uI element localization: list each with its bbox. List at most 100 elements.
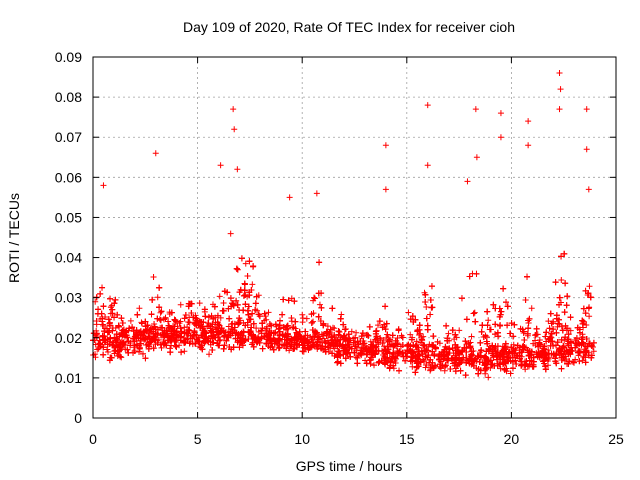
data-point [259, 345, 266, 352]
data-point [190, 332, 197, 339]
data-point [583, 321, 590, 328]
data-point [479, 322, 486, 329]
data-point [209, 346, 216, 353]
data-point [181, 330, 188, 337]
data-point [279, 311, 286, 318]
data-point [214, 312, 221, 319]
data-point [283, 333, 290, 340]
data-point [156, 304, 163, 311]
data-point [431, 351, 438, 358]
data-point [430, 364, 437, 371]
data-point [112, 296, 119, 303]
data-point [530, 361, 537, 368]
data-point [545, 355, 552, 362]
data-point [414, 355, 421, 362]
data-point [315, 343, 322, 350]
data-point [285, 297, 292, 304]
data-point [106, 322, 113, 329]
data-point [423, 315, 430, 322]
data-point [444, 337, 451, 344]
data-point [302, 345, 309, 352]
data-point [402, 357, 409, 364]
data-point [398, 332, 405, 339]
data-point [96, 337, 103, 344]
data-point [447, 365, 454, 372]
data-point [363, 360, 370, 367]
data-point [105, 316, 112, 323]
data-points [90, 70, 597, 381]
data-point [322, 348, 329, 355]
data-point [408, 336, 415, 343]
data-point [482, 365, 489, 372]
data-point [314, 334, 321, 341]
data-point [431, 344, 438, 351]
data-point [329, 350, 336, 357]
data-point [139, 331, 146, 338]
data-point [415, 363, 422, 370]
data-point [299, 311, 306, 318]
data-point [522, 297, 529, 304]
data-point [556, 294, 563, 301]
data-point [316, 301, 323, 308]
data-point [270, 346, 277, 353]
data-point [246, 316, 253, 323]
data-point [416, 332, 423, 339]
data-point [458, 295, 465, 302]
data-point [181, 348, 188, 355]
data-point [396, 367, 403, 374]
data-point [336, 329, 343, 336]
data-point [582, 359, 589, 366]
data-point [268, 322, 275, 329]
data-point [426, 341, 433, 348]
data-point [354, 338, 361, 345]
data-point [93, 317, 100, 324]
data-point [391, 342, 398, 349]
data-point [236, 315, 243, 322]
data-point [552, 355, 559, 362]
data-point [204, 323, 211, 330]
data-point [143, 342, 150, 349]
data-point [100, 344, 107, 351]
data-point [223, 337, 230, 344]
data-point [127, 342, 134, 349]
data-point [240, 307, 247, 314]
data-point [570, 359, 577, 366]
data-point [520, 328, 527, 335]
data-point [351, 349, 358, 356]
data-point [292, 318, 299, 325]
data-point [350, 339, 357, 346]
data-point [437, 351, 444, 358]
data-point [250, 320, 257, 327]
data-point [111, 300, 118, 307]
data-point [315, 313, 322, 320]
data-point [422, 298, 429, 305]
data-point [535, 349, 542, 356]
data-point [362, 346, 369, 353]
data-point [324, 337, 331, 344]
data-point [140, 332, 147, 339]
data-point [366, 357, 373, 364]
data-point [218, 325, 225, 332]
data-point [567, 314, 574, 321]
data-point [463, 349, 470, 356]
data-point [125, 349, 132, 356]
chart-title: Day 109 of 2020, Rate Of TEC Index for r… [183, 19, 515, 35]
data-point [97, 290, 104, 297]
data-point [283, 340, 290, 347]
data-point [530, 354, 537, 361]
data-point [383, 320, 390, 327]
data-point [231, 324, 238, 331]
data-point [151, 324, 158, 331]
data-point [172, 317, 179, 324]
data-point [177, 337, 184, 344]
data-point [375, 339, 382, 346]
data-point [315, 290, 322, 297]
data-point [521, 337, 528, 344]
data-point [410, 319, 417, 326]
data-point [245, 328, 252, 335]
data-point [113, 331, 120, 338]
data-point [485, 358, 492, 365]
data-point [214, 329, 221, 336]
data-point [590, 348, 597, 355]
data-point [553, 342, 560, 349]
